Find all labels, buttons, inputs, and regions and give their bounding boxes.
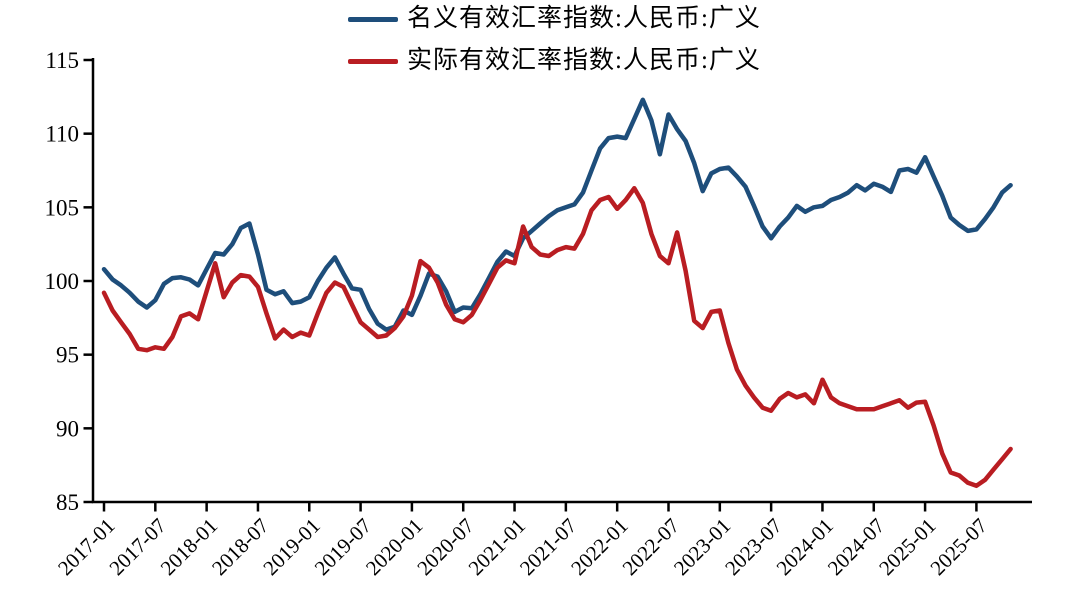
x-axis-tick-label: 2019-07 [310,514,376,580]
x-axis-tick-label: 2020-07 [412,514,478,580]
x-axis-tick-label: 2022-07 [618,514,684,580]
chart-legend: 名义有效汇率指数:人民币:广义 实际有效汇率指数:人民币:广义 [348,4,761,76]
legend-item-reer: 实际有效汇率指数:人民币:广义 [348,46,761,76]
y-axis-label: 100 [45,269,80,294]
legend-label-reer: 实际有效汇率指数:人民币:广义 [407,47,761,74]
x-axis-tick-label: 2023-01 [669,514,735,580]
neer-line [101,97,1013,332]
x-axis-tick-label: 2025-07 [925,514,991,580]
x-axis-tick-label: 2017-01 [53,514,119,580]
y-axis-label: 115 [45,48,79,73]
y-axis-label: 90 [56,416,79,441]
x-axis-tick-label: 2023-07 [720,514,786,580]
x-axis-tick-label: 2024-07 [823,514,889,580]
y-axis-label: 95 [56,343,79,368]
x-axis-tick-label: 2019-01 [258,514,324,580]
x-axis-tick-label: 2021-01 [464,514,530,580]
x-axis-tick-label: 2018-07 [207,514,273,580]
legend-line-swatch-neer [348,16,398,22]
y-axis-label: 105 [45,195,80,220]
x-axis-tick-label: 2018-01 [156,514,222,580]
x-axis-tick-label: 2021-07 [515,514,581,580]
legend-item-neer: 名义有效汇率指数:人民币:广义 [348,4,761,34]
reer-line [101,185,1013,489]
y-axis-label: 85 [56,490,79,515]
legend-line-swatch-reer [348,58,398,64]
x-axis-tick-label: 2024-01 [772,514,838,580]
y-axis-label: 110 [45,122,79,147]
legend-label-neer: 名义有效汇率指数:人民币:广义 [407,5,761,32]
x-axis-tick-label: 2020-01 [361,514,427,580]
x-axis-tick-label: 2025-01 [874,514,940,580]
x-axis-tick-label: 2022-01 [566,514,632,580]
x-axis-tick-label: 2017-07 [104,514,170,580]
